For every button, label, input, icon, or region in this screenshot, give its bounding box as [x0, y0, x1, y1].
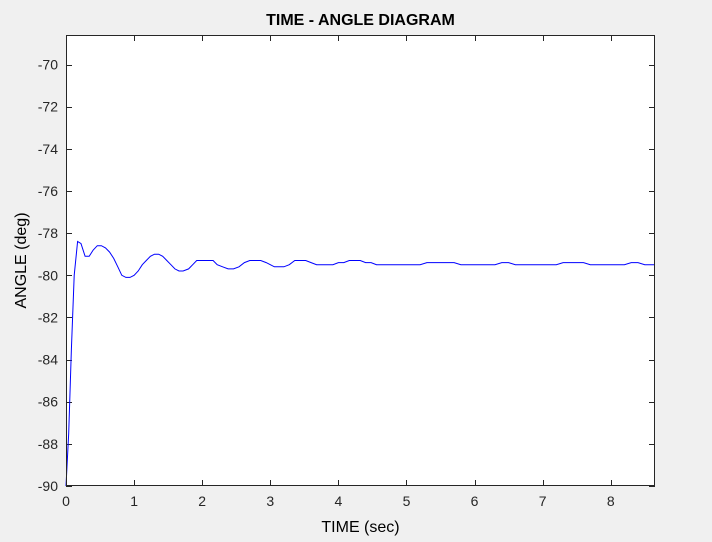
x-tick-label: 8: [607, 493, 615, 509]
x-tick-label: 6: [471, 493, 479, 509]
x-tick-label: 0: [62, 493, 70, 509]
y-tick-label: -88: [38, 436, 58, 452]
x-tick-label: 5: [403, 493, 411, 509]
y-tick-label: -84: [38, 352, 58, 368]
x-tick-label: 3: [266, 493, 274, 509]
axes-frame: [66, 35, 655, 486]
x-tick-label: 2: [198, 493, 206, 509]
y-tick-label: -86: [38, 394, 58, 410]
x-tick-label: 7: [539, 493, 547, 509]
y-tick-label: -80: [38, 267, 58, 283]
y-tick-label: -72: [38, 99, 58, 115]
x-axis-title: TIME (sec): [321, 519, 399, 536]
x-tick-label: 1: [130, 493, 138, 509]
chart-title: TIME - ANGLE DIAGRAM: [266, 12, 455, 29]
y-tick-label: -90: [38, 478, 58, 494]
y-tick-label: -82: [38, 309, 58, 325]
x-tick-label: 4: [334, 493, 342, 509]
y-tick-label: -78: [38, 225, 58, 241]
y-tick-label: -74: [38, 141, 58, 157]
y-axis-title: ANGLE (deg): [13, 212, 30, 308]
angle-series-line: [65, 240, 655, 487]
y-tick-label: -76: [38, 183, 58, 199]
y-tick-label: -70: [38, 57, 58, 73]
